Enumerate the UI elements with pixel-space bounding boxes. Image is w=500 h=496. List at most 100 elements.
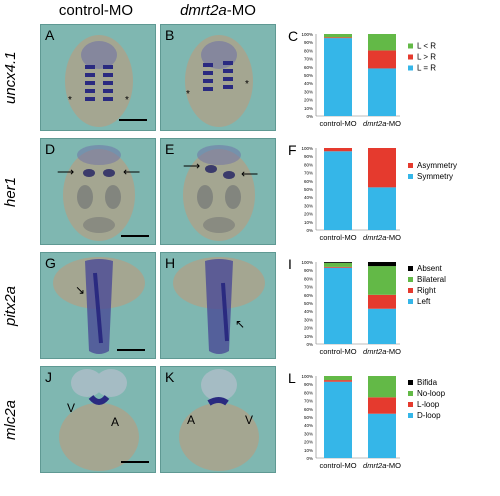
legend-swatch <box>408 54 413 60</box>
panel-label-h: H <box>165 255 176 271</box>
scale-bar-g <box>117 349 145 351</box>
y-tick-label: 100% <box>301 374 313 379</box>
y-tick-label: 90% <box>304 268 313 273</box>
chart-label-c: C <box>288 28 299 44</box>
bar-segment <box>324 151 352 230</box>
y-tick-label: 90% <box>304 154 313 159</box>
embryo-image-j <box>59 369 139 471</box>
bar-segment <box>368 376 396 398</box>
bar-segment <box>368 50 396 69</box>
legend-label: Right <box>417 286 436 295</box>
arrow-icon: ⟵ <box>241 167 259 181</box>
y-tick-label: 80% <box>304 390 313 395</box>
image-panel-k: K A V <box>160 366 276 473</box>
image-panel-e: E ⟶ ⟵ <box>160 138 276 245</box>
bar-segment <box>324 262 352 263</box>
image-panel-d: D ⟶ ⟵ <box>40 138 156 245</box>
annotation-a: A <box>111 415 120 429</box>
y-tick-label: 90% <box>304 382 313 387</box>
bar-segment <box>368 262 396 267</box>
y-tick-label: 30% <box>304 431 313 436</box>
stacked-bar-chart: 0% 10% 20% 30% 40% 50% 60% 70% 80% 90% 100% control… <box>301 32 436 128</box>
y-tick-label: 70% <box>304 399 313 404</box>
svg-text:*: * <box>186 89 190 100</box>
y-tick-label: 30% <box>304 203 313 208</box>
y-tick-label: 40% <box>304 423 313 428</box>
row-label-uncx4: uncx4.1 <box>2 51 19 104</box>
x-category-label: dmrt2a-MO <box>363 347 401 356</box>
bar-segment <box>368 266 396 295</box>
stacked-bar-chart: 0% 10% 20% 30% 40% 50% 60% 70% 80% 90% 100% control… <box>301 146 457 242</box>
y-tick-label: 90% <box>304 40 313 45</box>
y-tick-label: 10% <box>304 448 313 453</box>
image-panel-g: G ↘ <box>40 252 156 359</box>
arrow-icon: ↖ <box>235 317 246 331</box>
y-tick-label: 10% <box>304 220 313 225</box>
embryo-image-b: ** <box>185 35 253 127</box>
y-tick-label: 100% <box>301 32 313 37</box>
bar-segment <box>324 148 352 152</box>
chart-label-f: F <box>288 142 297 158</box>
y-tick-label: 60% <box>304 179 313 184</box>
bar-segment <box>324 267 352 344</box>
legend-label: L < R <box>417 42 436 51</box>
chart-label-i: I <box>288 256 292 272</box>
y-tick-label: 80% <box>304 48 313 53</box>
legend-swatch <box>408 174 413 179</box>
chart-i: 0% 10% 20% 30% 40% 50% 60% 70% 80% 90% 100% control… <box>286 252 498 364</box>
column-header-dmrt2a: dmrt2a-MO <box>158 2 278 19</box>
y-tick-label: 100% <box>301 260 313 265</box>
embryo-image-e <box>183 145 255 241</box>
column-header-suffix: -MO <box>226 2 256 19</box>
bar-segment <box>324 381 352 458</box>
bar-segment <box>324 266 352 268</box>
embryo-image-d <box>63 145 135 241</box>
annotation-a: A <box>187 413 196 427</box>
legend-label: Symmetry <box>417 172 453 181</box>
annotation-v: V <box>67 401 76 415</box>
column-header-gene: dmrt2a <box>180 2 227 19</box>
svg-text:*: * <box>245 79 249 90</box>
panel-label-j: J <box>45 369 52 385</box>
arrow-icon: ⟶ <box>57 165 75 179</box>
annotation-v: V <box>245 413 254 427</box>
legend-label: Bifida <box>417 378 438 387</box>
legend-swatch <box>408 299 413 304</box>
legend-label: No-loop <box>417 389 446 398</box>
chart-f: 0% 10% 20% 30% 40% 50% 60% 70% 80% 90% 100% control… <box>286 138 498 250</box>
y-tick-label: 70% <box>304 57 313 62</box>
legend-label: L-loop <box>417 400 440 409</box>
bar-segment <box>368 68 396 116</box>
chart-label-l: L <box>288 370 296 386</box>
x-category-label: dmrt2a-MO <box>363 233 401 242</box>
y-tick-label: 20% <box>304 212 313 217</box>
x-category-label: control-MO <box>319 347 356 356</box>
bar-segment <box>368 397 396 414</box>
y-tick-label: 30% <box>304 317 313 322</box>
y-tick-label: 40% <box>304 81 313 86</box>
row-label-pitx2a: pitx2a <box>2 285 19 326</box>
stacked-bar-chart: 0% 10% 20% 30% 40% 50% 60% 70% 80% 90% 100% control… <box>301 260 446 356</box>
y-tick-label: 0% <box>306 114 313 119</box>
x-category-label: dmrt2a-MO <box>363 461 401 470</box>
panel-label-e: E <box>165 141 175 157</box>
image-panel-h: H ↖ <box>160 252 276 359</box>
y-tick-label: 20% <box>304 98 313 103</box>
bar-segment <box>368 187 396 230</box>
bar-segment <box>324 376 352 381</box>
embryo-image-h <box>173 257 265 354</box>
bar-segment <box>324 34 352 38</box>
embryo-image-g <box>53 257 145 354</box>
y-tick-label: 70% <box>304 285 313 290</box>
arrow-icon: ↘ <box>75 283 86 297</box>
legend-swatch <box>408 380 413 385</box>
y-tick-label: 80% <box>304 162 313 167</box>
y-tick-label: 10% <box>304 106 313 111</box>
y-tick-label: 20% <box>304 326 313 331</box>
scale-bar-j <box>121 461 149 463</box>
arrow-icon: ⟶ <box>183 159 201 173</box>
legend-swatch <box>408 266 413 271</box>
image-panel-a: * * A <box>40 24 156 131</box>
y-tick-label: 0% <box>306 228 313 233</box>
legend-swatch <box>408 288 413 293</box>
